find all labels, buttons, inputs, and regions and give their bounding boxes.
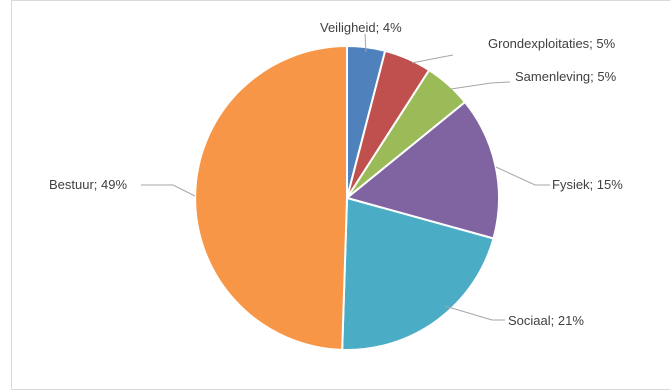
pie-slice-sociaal [341, 196, 495, 351]
leader-samenleving [450, 81, 511, 90]
pie-slice-fysiek [344, 100, 500, 240]
leader-veiligheid [364, 33, 367, 53]
data-label-samenleving: Samenleving; 5% [515, 69, 617, 84]
pie-slice-bestuur [194, 44, 348, 351]
pie-slices [194, 44, 500, 351]
leader-bestuur [141, 184, 196, 197]
data-label-bestuur: Bestuur; 49% [49, 177, 127, 192]
data-label-grondexploitaties: Grondexploitaties; 5% [488, 36, 616, 51]
leader-grondexploitaties [411, 54, 454, 64]
data-label-veiligheid: Veiligheid; 4% [320, 20, 402, 35]
leader-lines [141, 33, 550, 321]
leader-sociaal [444, 305, 505, 321]
data-label-sociaal: Sociaal; 21% [508, 313, 584, 328]
leader-fysiek [495, 166, 550, 186]
data-label-fysiek: Fysiek; 15% [552, 177, 623, 192]
